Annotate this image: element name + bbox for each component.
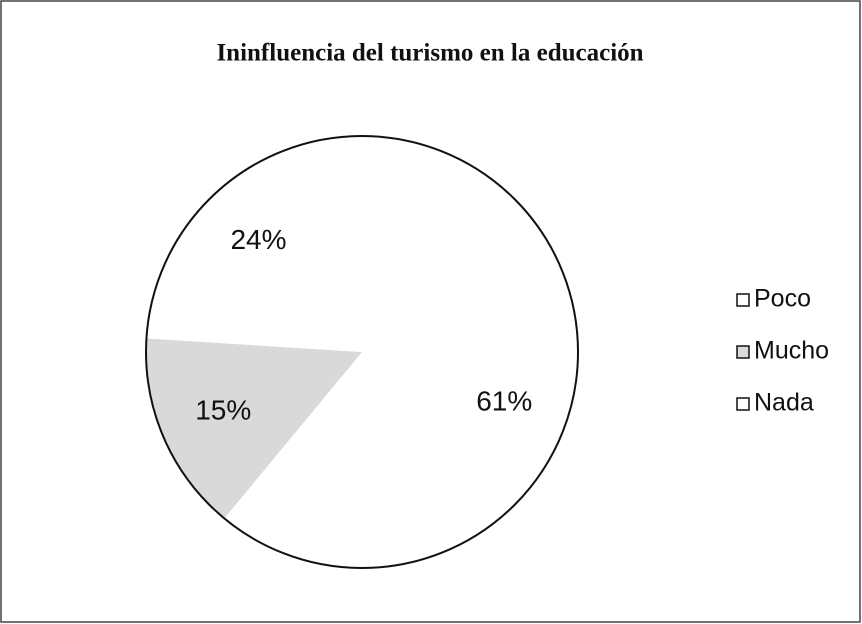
pie-outline bbox=[145, 135, 579, 569]
legend-swatch bbox=[736, 397, 750, 411]
data-label: 24% bbox=[230, 224, 286, 255]
pie-slice bbox=[146, 136, 362, 352]
data-label: 61% bbox=[476, 386, 532, 417]
data-label: 15% bbox=[195, 394, 251, 425]
legend-label: Mucho bbox=[754, 337, 829, 365]
legend-swatch bbox=[736, 345, 750, 359]
pie-slice bbox=[146, 338, 362, 519]
pie-slice bbox=[224, 136, 579, 568]
legend-label: Nada bbox=[754, 389, 814, 417]
chart-title: Ininfluencia del turismo en la educación bbox=[216, 40, 643, 67]
legend-swatch bbox=[736, 293, 750, 307]
legend-label: Poco bbox=[754, 285, 811, 313]
